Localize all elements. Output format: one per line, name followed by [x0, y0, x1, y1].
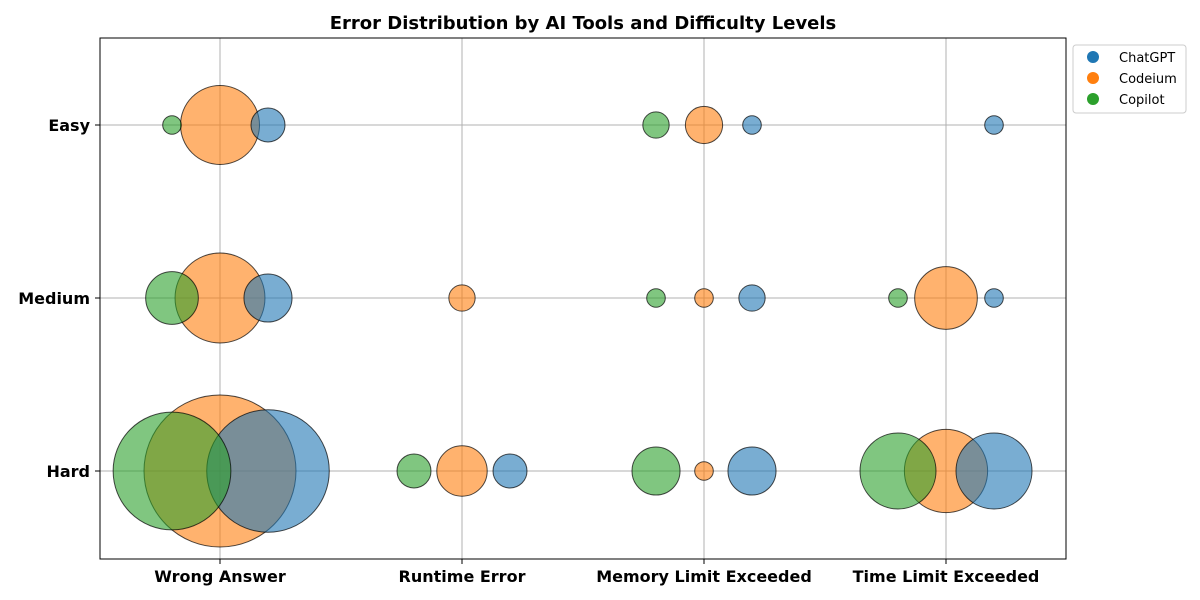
chart-title: Error Distribution by AI Tools and Diffi… — [330, 13, 837, 34]
legend-label-codeium: Codeium — [1119, 72, 1177, 87]
legend-box — [1072, 44, 1187, 114]
x-axis-ticks: Wrong Answer Runtime Error Memory Limit Ex… — [154, 559, 1039, 586]
x-tick-label-wrong-answer: Wrong Answer — [154, 567, 286, 586]
bubble-copilot-wrong-answer-medium — [145, 271, 199, 325]
bubble-chatgpt-time-limit-exceeded-hard — [955, 432, 1033, 510]
bubbles — [112, 85, 1033, 548]
bubble-chatgpt-memory-limit-exceeded-easy — [742, 115, 762, 135]
x-tick-label-runtime-error: Runtime Error — [399, 567, 526, 586]
bubble-chatgpt-memory-limit-exceeded-medium — [738, 284, 766, 312]
bubble-codeium-memory-limit-exceeded-hard — [694, 461, 714, 481]
bubble-chatgpt-wrong-answer-medium — [243, 273, 293, 323]
bubble-chatgpt-memory-limit-exceeded-hard — [727, 446, 777, 496]
bubble-copilot-memory-limit-exceeded-medium — [646, 288, 666, 308]
bubble-chatgpt-runtime-error-hard — [492, 453, 528, 489]
bubble-copilot-memory-limit-exceeded-easy — [642, 111, 670, 139]
bubble-copilot-time-limit-exceeded-medium — [888, 288, 908, 308]
legend-marker-copilot — [1087, 93, 1099, 105]
y-tick-label-hard: Hard — [46, 462, 90, 481]
bubble-chatgpt-time-limit-exceeded-easy — [984, 115, 1004, 135]
legend-label-copilot: Copilot — [1119, 93, 1165, 108]
bubble-codeium-runtime-error-medium — [448, 284, 476, 312]
x-tick-label-time-limit-exceeded: Time Limit Exceeded — [853, 567, 1040, 586]
bubble-copilot-memory-limit-exceeded-hard — [631, 446, 681, 496]
bubble-copilot-wrong-answer-easy — [162, 115, 182, 135]
bubble-copilot-time-limit-exceeded-hard — [859, 432, 937, 510]
y-axis-ticks: Easy Medium Hard — [18, 116, 100, 481]
x-tick-label-memory-limit-exceeded: Memory Limit Exceeded — [596, 567, 812, 586]
bubble-copilot-runtime-error-hard — [396, 453, 432, 489]
legend-label-chatgpt: ChatGPT — [1119, 51, 1175, 66]
bubble-chatgpt-time-limit-exceeded-medium — [984, 288, 1004, 308]
legend-marker-chatgpt — [1087, 51, 1099, 63]
bubble-codeium-wrong-answer-easy — [180, 85, 260, 165]
y-tick-label-medium: Medium — [18, 289, 90, 308]
bubble-copilot-wrong-answer-hard — [112, 411, 232, 531]
legend-marker-codeium — [1087, 72, 1099, 84]
bubble-codeium-memory-limit-exceeded-easy — [684, 105, 724, 145]
bubble-codeium-memory-limit-exceeded-medium — [694, 288, 714, 308]
y-tick-label-easy: Easy — [48, 116, 90, 135]
bubble-codeium-runtime-error-hard — [436, 445, 488, 497]
bubble-codeium-time-limit-exceeded-medium — [914, 266, 978, 330]
legend: ChatGPT Codeium Copilot — [1072, 44, 1187, 114]
bubble-chatgpt-wrong-answer-easy — [250, 107, 286, 143]
